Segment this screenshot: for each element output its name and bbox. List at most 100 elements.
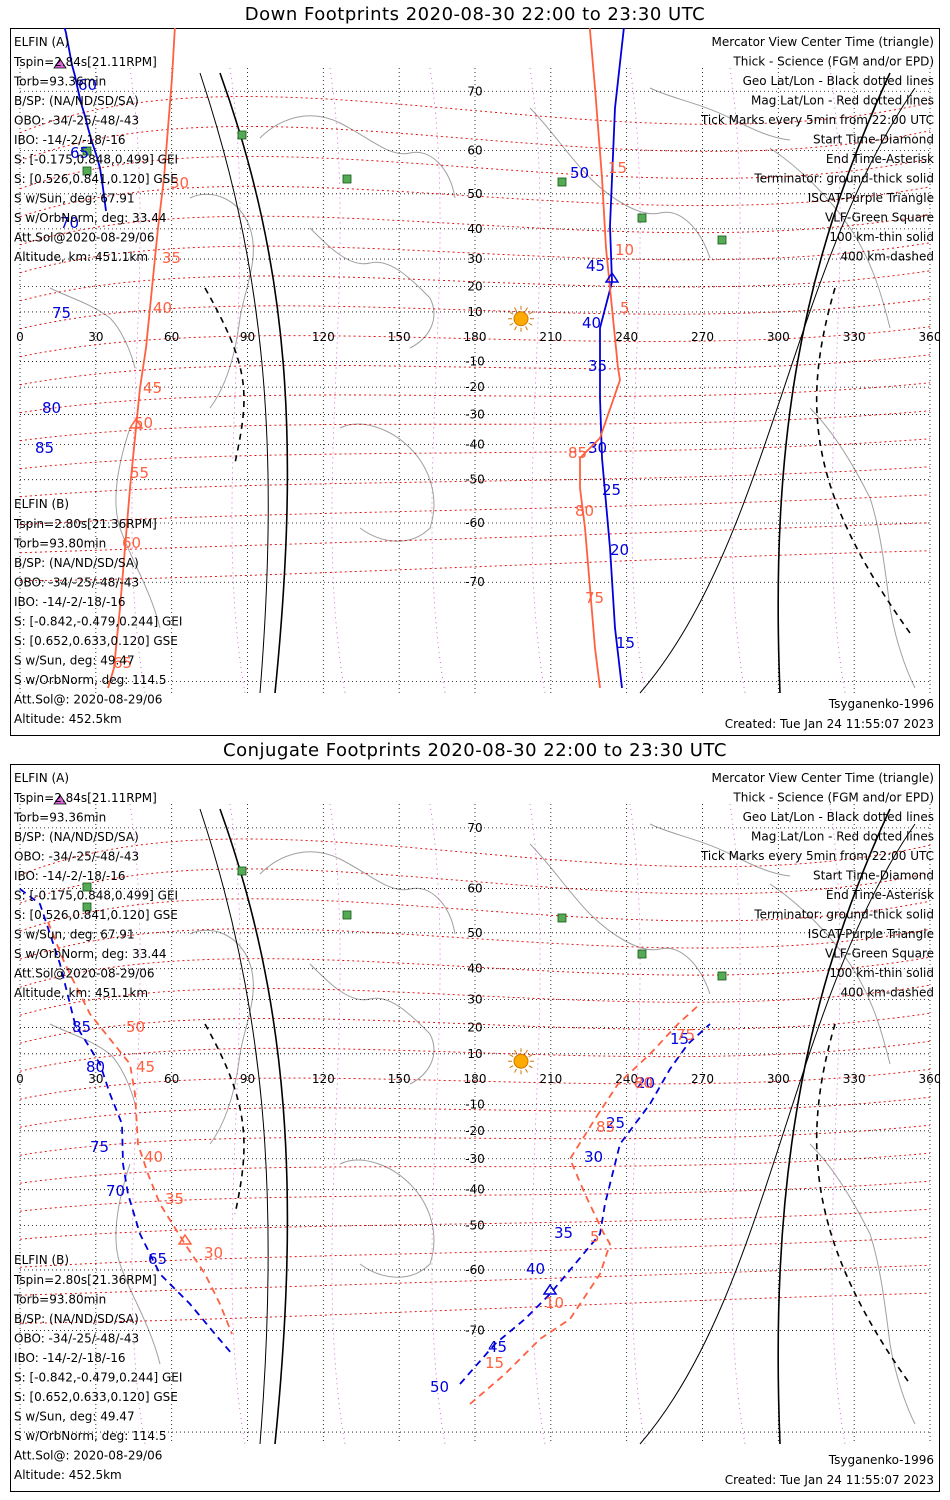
mag-latitude-line bbox=[19, 984, 931, 1016]
coastline bbox=[309, 963, 435, 1085]
track-tick-label: 80 bbox=[634, 1074, 653, 1092]
elfin-a-info-line: S: [0.526,0.841,0.120] GSE bbox=[14, 172, 178, 186]
longitude-tick-label: 330 bbox=[843, 330, 866, 344]
longitude-tick-label: 180 bbox=[464, 1072, 487, 1086]
coastline bbox=[529, 843, 711, 995]
latitude-tick-label: 20 bbox=[467, 279, 482, 293]
vlf-station bbox=[637, 949, 647, 959]
coastline bbox=[259, 115, 456, 199]
track-segment bbox=[19, 888, 233, 1355]
longitude-tick-label: 360 bbox=[919, 330, 940, 344]
longitude-tick-label: 300 bbox=[767, 1072, 790, 1086]
mag-latitude-line bbox=[19, 838, 931, 876]
elfin-b-info-line: OBO: -34/-25/-48/-43 bbox=[14, 576, 139, 590]
track-tick-label: 75 bbox=[52, 304, 71, 322]
elfin-b-info-line: S w/Sun, deg: 49.47 bbox=[14, 654, 135, 668]
legend-entry: Mag Lat/Lon - Red dotted lines bbox=[751, 830, 934, 844]
elfin-a-center-triangle bbox=[604, 271, 620, 283]
sun-ray bbox=[514, 326, 517, 331]
track-tick-label: 55 bbox=[130, 464, 149, 482]
vlf-station bbox=[82, 146, 92, 156]
elfin-b-info-line: Altitude: 452.5km bbox=[14, 712, 122, 726]
sun-marker bbox=[508, 1048, 534, 1075]
mag-latitude-line bbox=[19, 1012, 931, 1044]
elfin-a-track: 60 65 70 75 80 85 50 45 40 35 30 25 20 15 bbox=[35, 28, 635, 689]
track-tick-label: 50 bbox=[430, 1378, 449, 1396]
longitude-tick-label: 30 bbox=[88, 1072, 103, 1086]
mag-latitude-line bbox=[19, 270, 931, 302]
elfin-b-info-line: IBO: -14/-2/-18/-16 bbox=[14, 595, 126, 609]
coastline bbox=[769, 883, 891, 1065]
track-tick-label: 65 bbox=[113, 654, 132, 672]
latitude-tick-label: 50 bbox=[467, 926, 482, 940]
iscat-station bbox=[53, 58, 67, 69]
elfin-b-label: ELFIN (B) bbox=[14, 497, 69, 511]
legend-entry: ISCAT-Purple Triangle bbox=[808, 191, 934, 205]
elfin-a-info-line: S: [-0.175,0.848,0.499] GEI bbox=[14, 889, 178, 903]
elfin-a-info-line: S w/OrbNorm, deg: 33.44 bbox=[14, 211, 166, 225]
vlf-station bbox=[342, 174, 352, 184]
track-tick-label: 35 bbox=[165, 1190, 184, 1208]
track-tick-label: 30 bbox=[204, 1244, 223, 1262]
track-tick-label: 40 bbox=[582, 314, 601, 332]
longitude-tick-label: 150 bbox=[388, 330, 411, 344]
terminator-400km-east bbox=[815, 287, 911, 634]
sun-ray bbox=[514, 1049, 517, 1054]
elfin-b-info-line: Tspin=2.80s[21.36RPM] bbox=[13, 517, 157, 531]
elfin-b-track: 30 35 40 45 50 55 60 65 15 10 5 85 80 75 bbox=[107, 28, 634, 689]
longitude-tick-label: 210 bbox=[539, 330, 562, 344]
terminator-100km bbox=[199, 808, 269, 1445]
terminator-100km-east bbox=[639, 823, 916, 1445]
mag-latitude-line bbox=[19, 1096, 931, 1128]
mag-latitude-line bbox=[19, 242, 931, 274]
latitude-tick-label: -30 bbox=[465, 407, 485, 421]
sun-ray bbox=[528, 311, 533, 315]
mag-latitude-line bbox=[19, 1068, 931, 1100]
track-tick-label: 45 bbox=[586, 257, 605, 275]
elfin-a-label: ELFIN (A) bbox=[14, 35, 69, 49]
mag-latitude-line bbox=[19, 298, 931, 330]
longitude-tick-label: 240 bbox=[615, 330, 638, 344]
longitude-tick-label: 120 bbox=[312, 1072, 335, 1086]
track-tick-label: 60 bbox=[122, 534, 141, 552]
longitude-tick-label: 270 bbox=[691, 330, 714, 344]
latitude-tick-label: 10 bbox=[467, 1047, 482, 1061]
latitude-tick-label: -70 bbox=[465, 1324, 485, 1338]
latitude-tick-label: 60 bbox=[467, 881, 482, 895]
elfin-b-info-line: S: [0.652,0.633,0.120] GSE bbox=[14, 634, 178, 648]
track-tick-label: 50 bbox=[126, 1018, 145, 1036]
elfin-a-info-line: B/SP: (NA/ND/SD/SA) bbox=[14, 94, 139, 108]
elfin-a-info-line: S w/Sun, deg: 67.91 bbox=[14, 192, 135, 206]
elfin-a-info-line: IBO: -14/-2/-18/-16 bbox=[14, 869, 126, 883]
elfin-a-info-line: Torb=93.36min bbox=[13, 75, 106, 89]
terminator-ground-east bbox=[777, 72, 891, 694]
latitude-tick-label: 30 bbox=[467, 252, 482, 266]
vlf-station bbox=[637, 213, 647, 223]
elfin-b-info-line: S: [0.652,0.633,0.120] GSE bbox=[14, 1390, 178, 1404]
sun-ray bbox=[509, 322, 514, 326]
mag-latitude-line bbox=[19, 522, 931, 554]
elfin-b-center-triangle bbox=[128, 417, 144, 429]
elfin-b-info-line: S w/OrbNorm, deg: 114.5 bbox=[14, 1429, 166, 1443]
track-tick-label: 75 bbox=[585, 589, 604, 607]
track-tick-label: 15 bbox=[608, 159, 627, 177]
track-tick-label: 40 bbox=[526, 1260, 545, 1278]
legend-entry: Geo Lat/Lon - Black dotted lines bbox=[743, 74, 934, 88]
track-segment bbox=[469, 1003, 701, 1405]
sun-ray bbox=[525, 1049, 528, 1054]
elfin-a-info-line: S w/Sun, deg: 67.91 bbox=[14, 928, 135, 942]
terminator-100km bbox=[199, 72, 269, 694]
track-tick-label: 80 bbox=[575, 502, 594, 520]
latitude-tick-label: -10 bbox=[465, 355, 485, 369]
track-tick-label: 10 bbox=[545, 1294, 564, 1312]
track-tick-label: 50 bbox=[570, 164, 589, 182]
track-tick-label: 10 bbox=[615, 241, 634, 259]
latitude-tick-label: -20 bbox=[465, 1124, 485, 1138]
latitude-tick-label: -40 bbox=[465, 438, 485, 452]
coastline bbox=[809, 1143, 916, 1425]
coastline bbox=[529, 107, 711, 259]
track-tick-label: 85 bbox=[568, 444, 587, 462]
elfin-b-info-line: S w/OrbNorm, deg: 114.5 bbox=[14, 673, 166, 687]
longitude-tick-label: 210 bbox=[539, 1072, 562, 1086]
